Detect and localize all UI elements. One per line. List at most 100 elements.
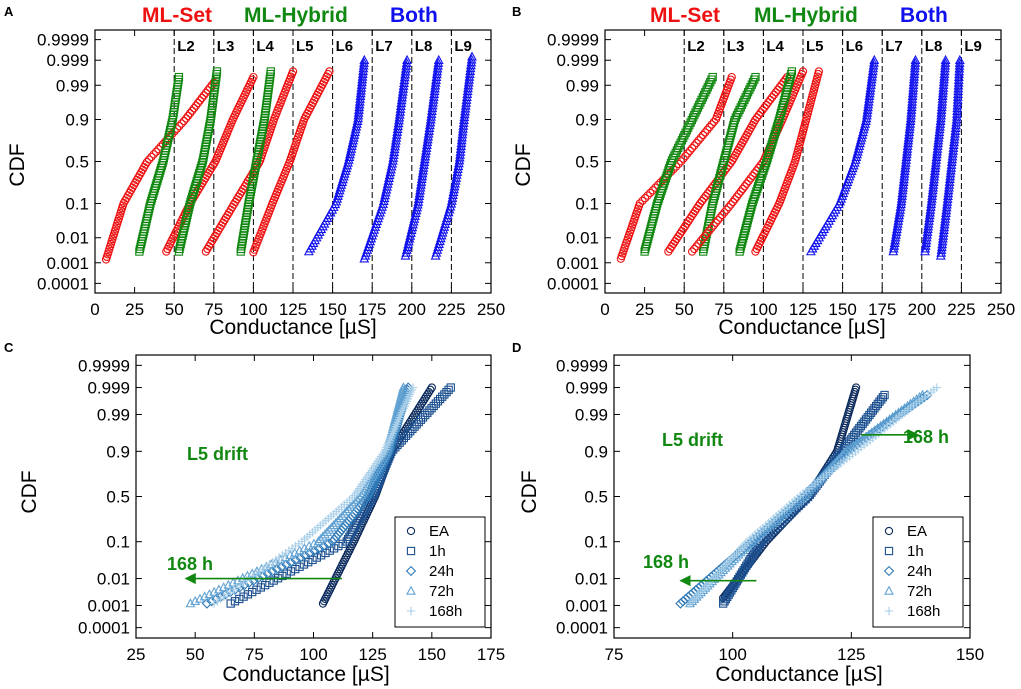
data-point — [394, 112, 405, 122]
data-point — [319, 529, 330, 539]
data-point — [900, 160, 911, 170]
data-point — [904, 124, 915, 134]
data-point — [182, 216, 191, 225]
data-point — [183, 210, 192, 220]
data-point — [458, 120, 469, 130]
y-tick-label: 0.99 — [97, 405, 130, 424]
data-point — [773, 122, 782, 131]
data-point — [197, 93, 207, 103]
y-tick-label: 0.01 — [56, 229, 89, 248]
data-point — [182, 213, 191, 222]
data-point — [665, 244, 675, 254]
y-tick-label: 0.999 — [556, 51, 599, 70]
data-point — [949, 131, 960, 141]
data-point — [898, 182, 908, 192]
data-point — [939, 65, 950, 76]
data-point — [413, 193, 424, 203]
data-point — [952, 100, 963, 110]
data-point — [893, 215, 904, 225]
data-point — [384, 169, 395, 180]
data-point — [351, 121, 362, 131]
category-label-ml-set: ML-Set — [142, 4, 212, 27]
data-point — [444, 204, 455, 214]
data-point — [382, 181, 392, 191]
y-tick-label: 0.9 — [65, 111, 89, 130]
x-tick-label: 150 — [318, 300, 346, 319]
data-point — [434, 238, 444, 249]
data-point — [191, 179, 201, 188]
data-point — [855, 135, 866, 145]
data-point — [392, 126, 403, 136]
data-point — [948, 145, 959, 155]
data-point — [199, 91, 209, 100]
data-point — [945, 171, 956, 181]
data-point — [692, 242, 701, 251]
data-point — [357, 74, 368, 84]
data-point — [692, 204, 701, 213]
data-point — [391, 129, 402, 139]
y-tick-label: 0.9999 — [78, 356, 130, 375]
data-point — [235, 594, 244, 604]
data-point — [417, 171, 428, 181]
data-point — [782, 88, 791, 97]
data-point — [384, 172, 394, 182]
data-point — [433, 397, 443, 406]
y-tick-label: 0.99 — [575, 405, 608, 424]
data-point — [860, 115, 871, 125]
data-point — [866, 79, 876, 89]
data-point — [308, 538, 319, 548]
data-point — [920, 246, 930, 256]
series-1h — [719, 390, 889, 608]
data-point — [785, 75, 794, 84]
data-point — [946, 162, 957, 172]
legend-marker — [883, 565, 895, 577]
data-point — [397, 384, 408, 394]
x-axis-ticks: 25 50 75 100 125 150 175 — [127, 355, 505, 664]
data-point — [406, 227, 416, 237]
data-point — [664, 247, 673, 256]
data-point — [440, 390, 449, 399]
data-point — [713, 216, 723, 225]
data-point — [944, 173, 955, 184]
data-point — [740, 226, 750, 235]
data-point — [438, 392, 447, 401]
series-168h — [209, 383, 418, 608]
data-point — [321, 548, 330, 558]
y-tick-label: 0.9 — [575, 111, 599, 130]
data-point — [760, 163, 769, 173]
data-point — [194, 171, 203, 181]
data-point — [845, 442, 856, 453]
data-point — [930, 165, 940, 175]
legend-marker — [884, 606, 894, 616]
y-axis-title: CDF — [518, 470, 541, 513]
data-point — [897, 185, 908, 195]
legend-marker — [406, 606, 416, 616]
y-tick-label: 0.1 — [584, 533, 608, 552]
data-point — [925, 207, 936, 217]
data-point — [920, 243, 931, 253]
x-tick-label: 75 — [204, 300, 223, 319]
data-point — [954, 63, 965, 73]
data-point — [745, 208, 755, 217]
data-point — [910, 54, 921, 64]
data-point — [869, 54, 880, 64]
data-point — [930, 163, 941, 173]
level-label: L8 — [415, 38, 433, 55]
x-axis-ticks: 75 100 125 150 — [605, 355, 984, 664]
data-point — [940, 213, 951, 223]
data-point — [187, 195, 196, 204]
data-point — [865, 82, 876, 92]
data-point — [348, 135, 359, 145]
data-point — [941, 205, 952, 215]
data-point — [769, 132, 779, 141]
data-point — [928, 182, 939, 192]
data-point — [423, 408, 432, 417]
data-point — [838, 449, 849, 459]
y-tick-label: 0.5 — [584, 488, 608, 507]
data-point — [350, 497, 361, 507]
data-point — [356, 82, 367, 92]
data-point — [177, 119, 186, 128]
data-point — [189, 104, 199, 113]
data-point — [176, 239, 185, 248]
data-point — [396, 391, 406, 401]
